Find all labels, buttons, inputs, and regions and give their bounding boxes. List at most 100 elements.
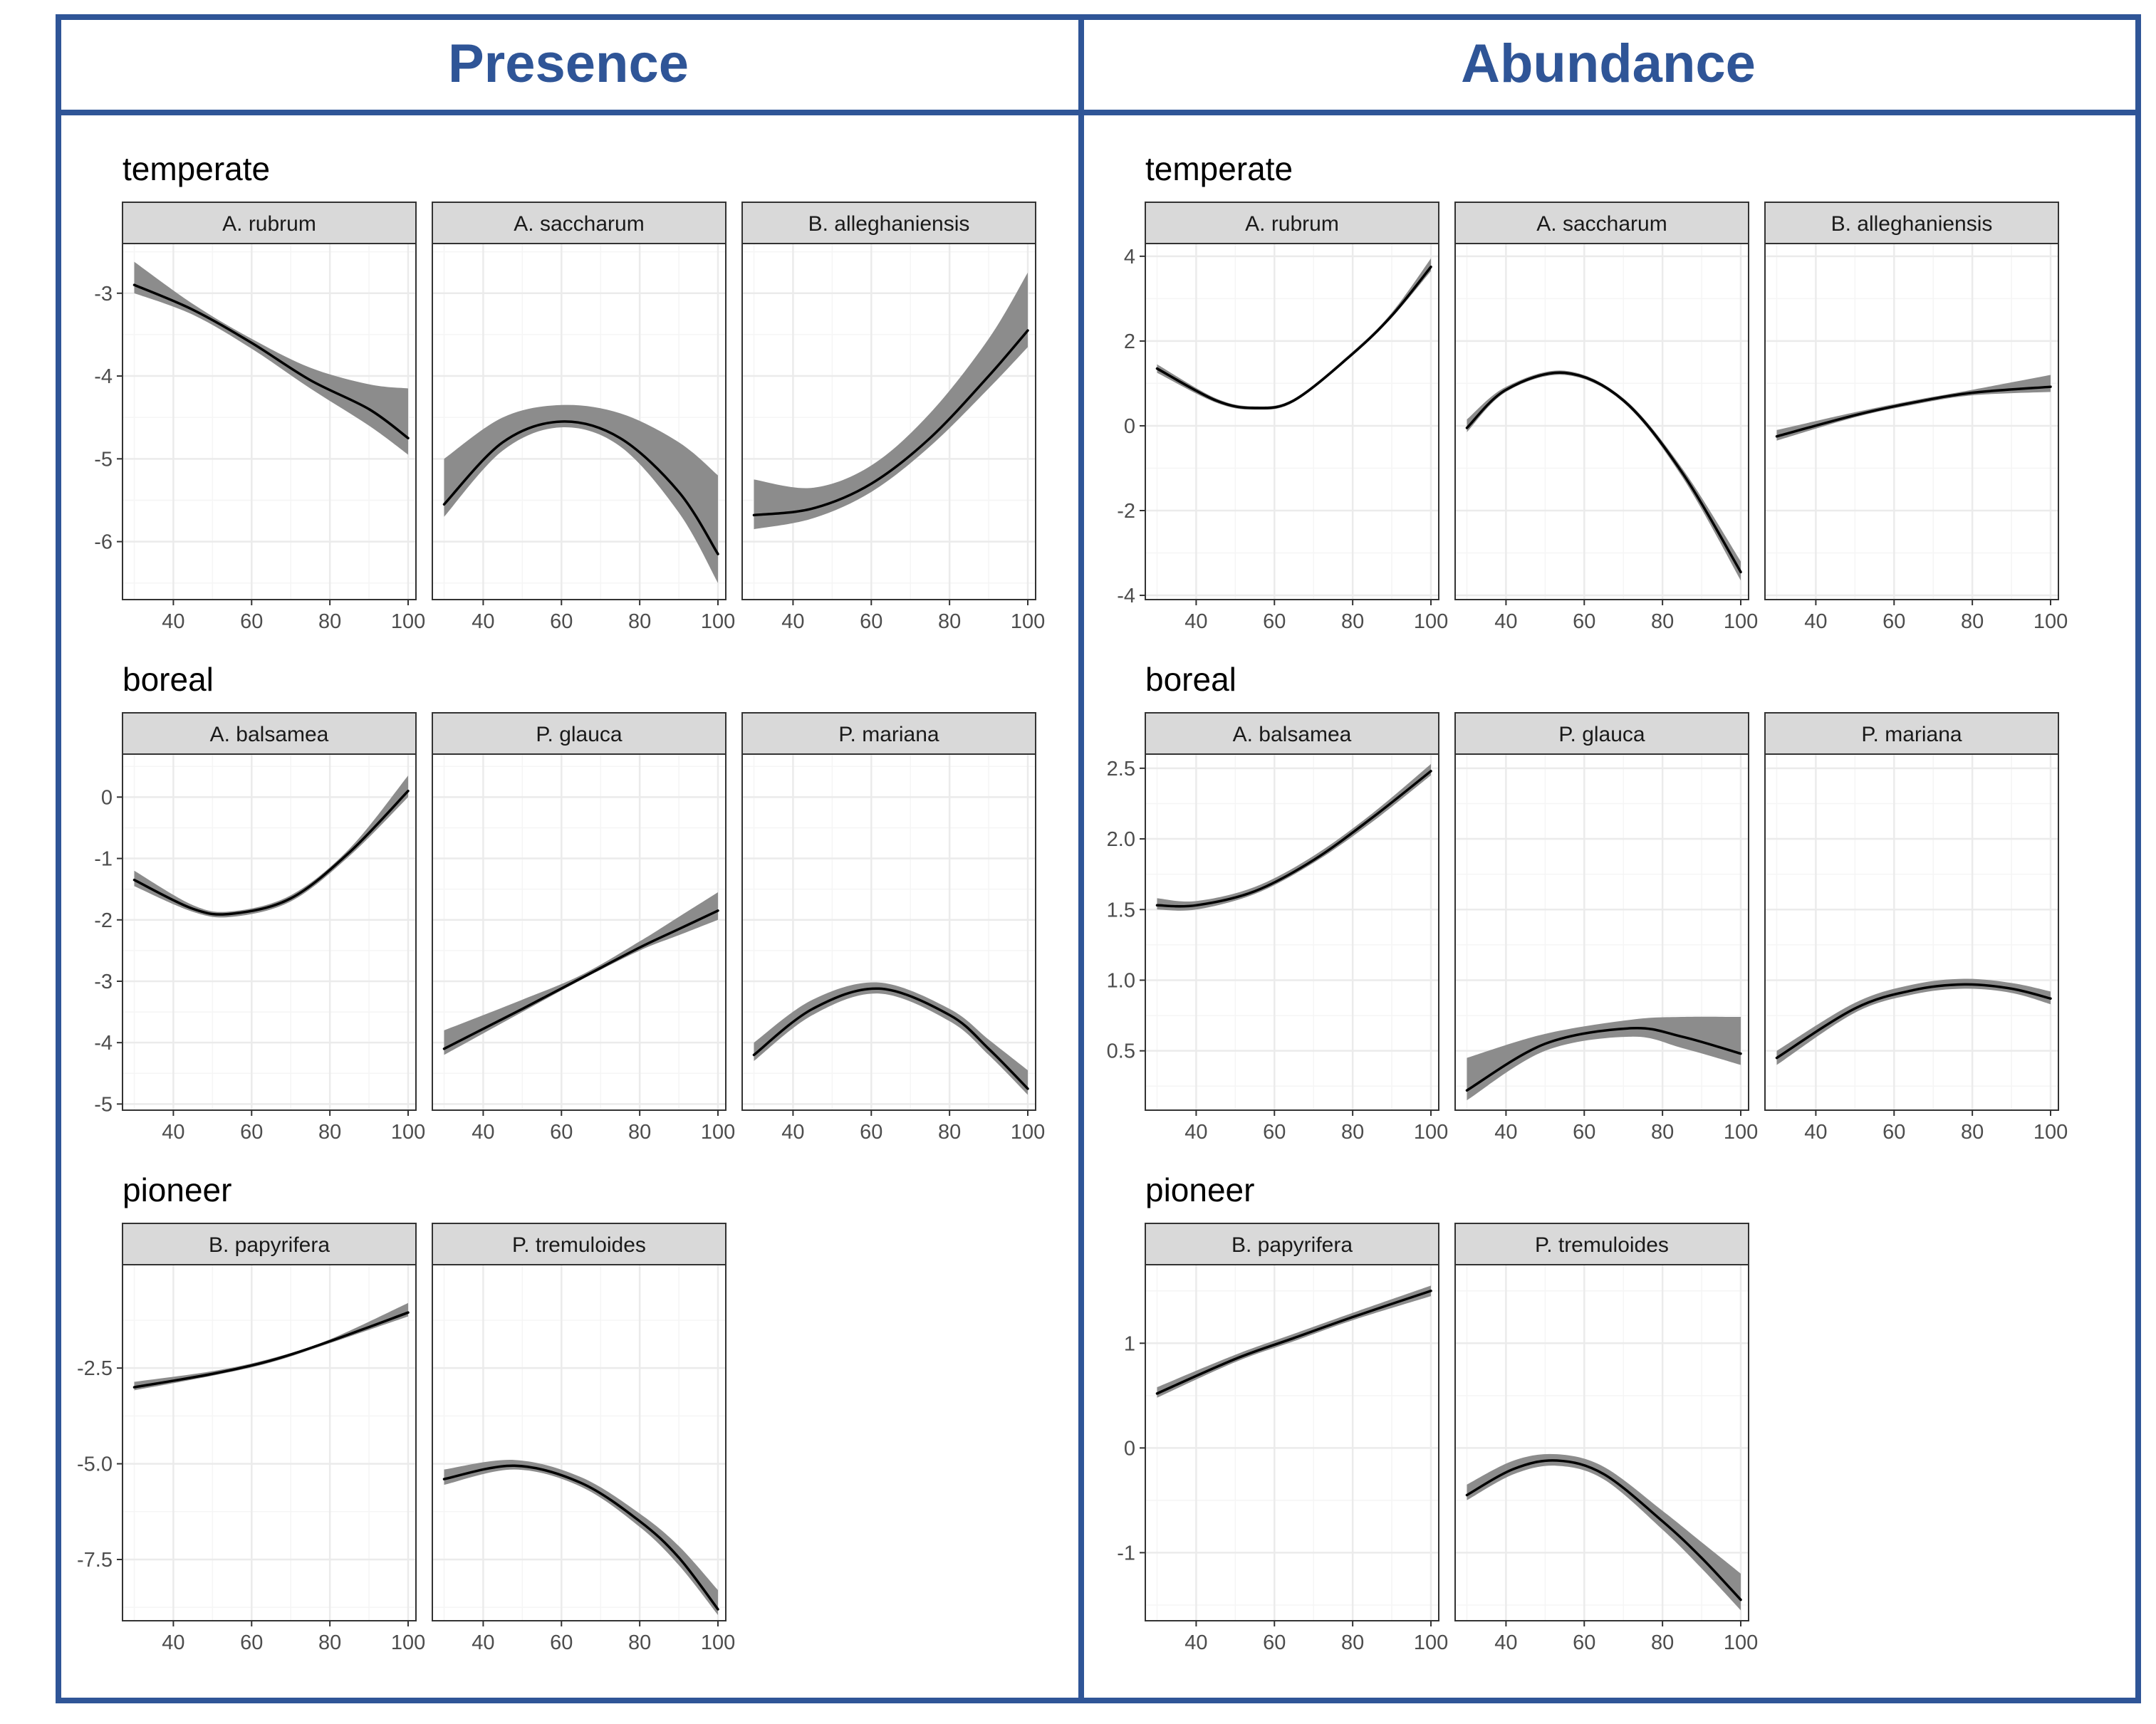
facet-panel: A. rubrum 40 60 80 100 -6 -5 -4 -3 [94,202,425,633]
facet-strip [1454,712,1749,755]
panel-data [1465,370,1742,581]
x-tick-label: 60 [240,1121,263,1144]
group-label: temperate [123,150,270,187]
panel-data [1465,1453,1742,1611]
facet-strip [432,1223,727,1265]
x-tick-label: 60 [1573,1121,1595,1144]
facet-strip [122,712,417,755]
x-tick-label: 80 [938,1121,961,1144]
y-tick-label: 0 [101,786,113,809]
y-tick-label: -5.0 [77,1453,113,1476]
facet-strip-label: A. balsamea [210,723,329,746]
facet-panel: A. saccharum 40 60 80 100 [432,202,735,633]
facet-strip [1145,712,1439,755]
facet-panel: P. tremuloides 40 60 80 100 [432,1223,735,1654]
panel-data [442,404,719,583]
x-tick-label: 80 [938,610,961,633]
facet-strip-label: P. tremuloides [1535,1233,1669,1257]
facet-group-boreal: boreal A. balsamea 40 60 80 100 -5 -4 -3 -2 -1 0 P. … [94,661,1045,1144]
facet-strip-label: P. tremuloides [512,1233,646,1257]
y-tick-label: -3 [94,283,113,305]
facet-panel: P. glauca 40 60 80 100 [1454,712,1758,1144]
x-tick-label: 100 [1011,1121,1045,1144]
y-tick-label: -4 [94,1032,113,1055]
facet-strip [432,712,727,755]
y-tick-label: -1 [1117,1542,1135,1564]
y-tick-label: 1.5 [1107,899,1135,921]
confidence-ribbon [1467,370,1741,581]
fitted-line [1775,385,2052,438]
panel-border [1454,243,1749,600]
facet-strip-label: P. glauca [536,723,623,746]
facet-strip [1764,202,2059,244]
facet-panel: A. balsamea 40 60 80 100 0.5 1.0 1.5 2.0 2.5 [1107,712,1448,1144]
y-tick-label: 2 [1124,330,1135,353]
facet-strip [1145,202,1439,244]
column-title-presence: Presence [448,33,689,94]
panel-border [122,1264,417,1621]
panel-data [132,261,410,455]
panel-data [442,1460,719,1615]
y-tick-label: -2.5 [77,1357,113,1380]
panel-border [432,1264,727,1621]
x-tick-label: 60 [1882,1121,1905,1144]
facet-strip [741,712,1036,755]
panel-data [1775,375,2052,441]
x-tick-label: 100 [2033,610,2068,633]
x-tick-label: 40 [472,610,494,633]
facet-panel: B. papyrifera 40 60 80 100 -7.5 -5.0 -2.5 [77,1223,425,1654]
x-tick-label: 60 [1263,610,1286,633]
fitted-line [1465,371,1742,574]
x-tick-label: 60 [1573,1631,1595,1654]
x-tick-label: 40 [781,1121,804,1144]
facet-strip-label: B. papyrifera [209,1233,330,1257]
panel-border [1764,753,2059,1111]
x-tick-label: 100 [701,1631,735,1654]
x-tick-label: 80 [628,610,651,633]
panel-border [122,243,417,600]
panel-background [1765,244,2058,600]
panel-background [1455,244,1749,600]
y-tick-label: 0 [1124,1437,1135,1460]
outer-frame [56,14,2141,1703]
facet-strip-label: A. rubrum [222,212,316,236]
facet-panel: A. saccharum 40 60 80 100 [1454,202,1758,633]
facet-panel: A. rubrum 40 60 80 100 -4 -2 0 2 4 [1117,202,1448,633]
fitted-line [1155,1290,1432,1395]
facet-panel: P. tremuloides 40 60 80 100 [1454,1223,1758,1654]
confidence-ribbon [134,261,409,455]
fitted-line [132,1311,410,1389]
panel-border [122,753,417,1111]
group-label: boreal [123,661,214,698]
x-tick-label: 100 [1724,1631,1758,1654]
x-tick-label: 60 [1263,1631,1286,1654]
y-tick-label: -3 [94,971,113,993]
panel-border [432,243,727,600]
facet-panel: A. balsamea 40 60 80 100 -5 -4 -3 -2 -1 0 [94,712,425,1144]
facet-strip-label: B. papyrifera [1231,1233,1353,1257]
x-tick-label: 80 [1651,1121,1674,1144]
panel-data [442,892,719,1055]
y-tick-label: -5 [94,448,113,471]
confidence-ribbon [754,272,1028,530]
facet-strip [741,202,1036,244]
y-tick-label: -2 [94,909,113,932]
panel-data [752,272,1029,530]
x-tick-label: 60 [860,610,882,633]
panel-data [1155,258,1432,410]
x-tick-label: 60 [550,1631,573,1654]
x-tick-label: 100 [1724,610,1758,633]
facet-strip [1454,202,1749,244]
facet-group-pioneer: pioneer B. papyrifera 40 60 80 100 -1 0 1 P. trem… [1117,1171,1758,1654]
panel-border [1145,753,1439,1111]
x-tick-label: 40 [1184,1631,1207,1654]
x-tick-label: 40 [162,610,184,633]
panel-background [1145,244,1439,600]
fitted-line [1155,265,1432,409]
x-tick-label: 60 [860,1121,882,1144]
y-tick-label: -2 [1117,500,1135,523]
x-tick-label: 40 [1184,1121,1207,1144]
x-tick-label: 40 [472,1121,494,1144]
